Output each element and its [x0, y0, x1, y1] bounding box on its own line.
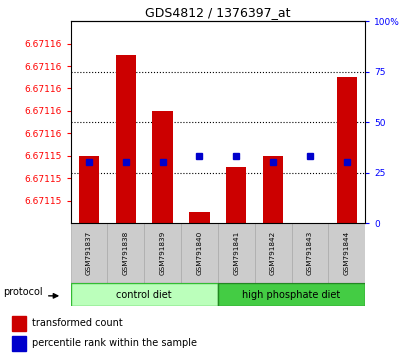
Text: GSM791838: GSM791838 [123, 231, 129, 275]
Bar [291, 223, 328, 283]
Bar [152, 111, 173, 223]
Title: GDS4812 / 1376397_at: GDS4812 / 1376397_at [145, 6, 290, 19]
Bar [263, 156, 283, 223]
Text: GSM791837: GSM791837 [86, 231, 92, 275]
Text: transformed count: transformed count [32, 318, 123, 329]
Bar [71, 223, 107, 283]
Text: protocol: protocol [3, 287, 43, 297]
Text: GSM791843: GSM791843 [307, 231, 313, 275]
Bar [218, 223, 255, 283]
Text: GSM791844: GSM791844 [344, 231, 350, 275]
Bar [337, 77, 357, 223]
Bar [144, 223, 181, 283]
Bar [71, 283, 218, 306]
Text: percentile rank within the sample: percentile rank within the sample [32, 338, 197, 348]
Bar [107, 223, 144, 283]
Bar [226, 167, 247, 223]
Text: GSM791840: GSM791840 [196, 231, 203, 275]
Bar [255, 223, 291, 283]
Text: high phosphate diet: high phosphate diet [242, 290, 341, 300]
Text: GSM791842: GSM791842 [270, 231, 276, 275]
Bar [328, 223, 365, 283]
Text: GSM791839: GSM791839 [160, 231, 166, 275]
Bar [12, 336, 26, 350]
Bar [181, 223, 218, 283]
Bar [79, 156, 99, 223]
Bar [189, 212, 210, 223]
Bar [12, 316, 26, 331]
Bar [116, 55, 136, 223]
Bar [300, 223, 320, 245]
Bar [218, 283, 365, 306]
Text: GSM791841: GSM791841 [233, 231, 239, 275]
Text: control diet: control diet [116, 290, 172, 300]
